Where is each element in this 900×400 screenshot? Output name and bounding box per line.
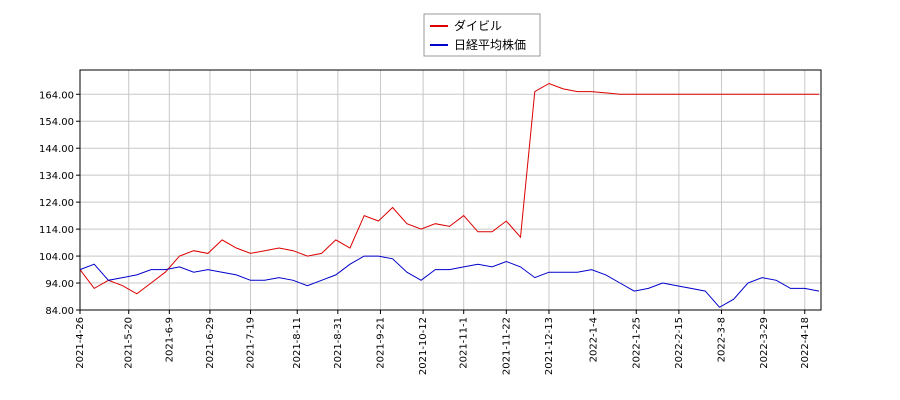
y-tick-label: 114.00 (39, 225, 74, 236)
y-tick-label: 164.00 (39, 90, 74, 101)
legend-box (423, 13, 541, 57)
legend-label: ダイビル (454, 18, 502, 33)
x-tick-label: 2021-6-9 (164, 317, 175, 362)
x-tick-label: 2021-5-20 (124, 317, 135, 369)
y-tick-label: 134.00 (39, 171, 74, 182)
y-tick-label: 94.00 (45, 279, 74, 290)
x-tick-label: 2021-11-22 (501, 317, 512, 375)
x-tick-label: 2021-8-11 (292, 317, 303, 369)
x-tick-label: 2021-10-12 (418, 317, 429, 375)
x-tick-label: 2021-8-31 (333, 317, 344, 369)
y-tick-label: 144.00 (39, 144, 74, 155)
x-tick-label: 2022-4-18 (800, 317, 811, 369)
x-tick-label: 2021-11-1 (459, 317, 470, 369)
y-tick-label: 104.00 (39, 252, 74, 263)
x-tick-label: 2022-1-25 (631, 317, 642, 369)
x-tick-label: 2022-2-15 (674, 317, 685, 369)
x-tick-label: 2022-3-29 (759, 317, 770, 369)
x-tick-label: 2021-9-21 (375, 317, 386, 369)
series-line (79, 255, 820, 308)
y-tick-label: 154.00 (39, 117, 74, 128)
x-tick-label: 2021-12-13 (544, 317, 555, 375)
x-tick-label: 2022-1-4 (589, 317, 600, 362)
x-tick-label: 2022-3-8 (717, 317, 728, 362)
x-tick-label: 2021-6-29 (205, 317, 216, 369)
y-tick-label: 84.00 (45, 306, 74, 317)
x-tick-label: 2021-7-19 (246, 317, 257, 369)
y-tick-label: 124.00 (39, 198, 74, 209)
legend-label: 日経平均株価 (454, 37, 526, 52)
x-tick-label: 2021-4-26 (75, 317, 86, 369)
plot-frame (79, 69, 822, 311)
series-line (79, 82, 819, 295)
